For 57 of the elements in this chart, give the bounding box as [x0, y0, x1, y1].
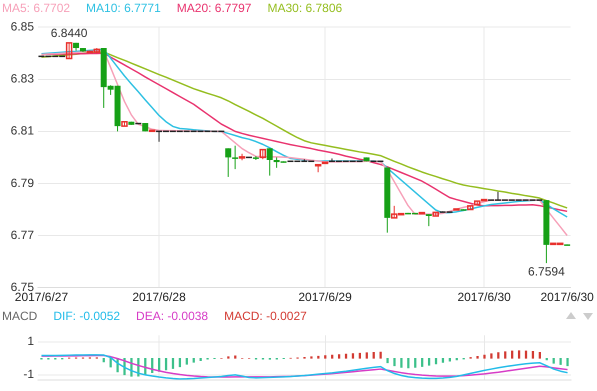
bar [414, 358, 416, 368]
bar [151, 358, 154, 374]
y-tick-label: 6.77 [10, 228, 34, 242]
bar [331, 354, 334, 359]
annotation: 6.8440 [50, 26, 88, 40]
bar [380, 352, 382, 359]
x-tick-label: 2017/6/28 [132, 290, 186, 304]
bar [352, 353, 354, 359]
text: MACD: -0.0027 [224, 309, 307, 323]
bar [511, 350, 514, 359]
bar [200, 358, 202, 361]
bar [434, 358, 438, 364]
y-tick-label: -1 [23, 367, 34, 382]
bar [324, 355, 326, 359]
y-tick-label: 6.83 [10, 72, 34, 86]
chart-title: MACD [2, 309, 38, 323]
bar [497, 352, 500, 359]
y-tick-label: 6.81 [10, 124, 34, 138]
annotation: 6.7594 [528, 264, 566, 278]
bar [442, 358, 444, 363]
bar [372, 352, 375, 359]
candlestick [232, 145, 238, 170]
bar [538, 352, 541, 359]
bar [407, 358, 410, 368]
candlestick [260, 148, 266, 160]
x-tick-label: 2017/6/30 [457, 290, 512, 304]
bar [366, 352, 368, 359]
bar [110, 358, 112, 368]
y-tick-label: 1 [27, 334, 34, 348]
bar [317, 356, 320, 359]
bar [234, 356, 236, 359]
candlestick [266, 148, 273, 176]
text: DIF: -0.0052 [53, 309, 120, 323]
x-tick-label: 2017/6/29 [298, 290, 352, 304]
bar [456, 358, 458, 360]
x-tick-label: 2017/6/30 [540, 290, 594, 304]
candlestick [225, 148, 232, 178]
bar [448, 358, 451, 362]
text: MA5: 6.7702 [2, 1, 70, 15]
bar [546, 358, 548, 360]
bar [192, 358, 195, 363]
y-tick-label: 6.85 [10, 20, 34, 34]
text: MA20: 6.7797 [176, 1, 252, 15]
text: MA30: 6.7806 [267, 1, 342, 15]
bar [102, 358, 105, 362]
bar [552, 358, 555, 364]
bar [338, 354, 340, 359]
y-tick-label: 6.79 [10, 176, 34, 190]
bar [227, 356, 230, 359]
bar [186, 358, 188, 365]
text: MA10: 6.7771 [86, 1, 161, 15]
bar [421, 358, 424, 367]
text: DEA: -0.0038 [136, 309, 208, 323]
bar [504, 351, 506, 359]
candlestick [66, 42, 72, 60]
bar [358, 352, 362, 359]
candlestick [426, 214, 432, 227]
